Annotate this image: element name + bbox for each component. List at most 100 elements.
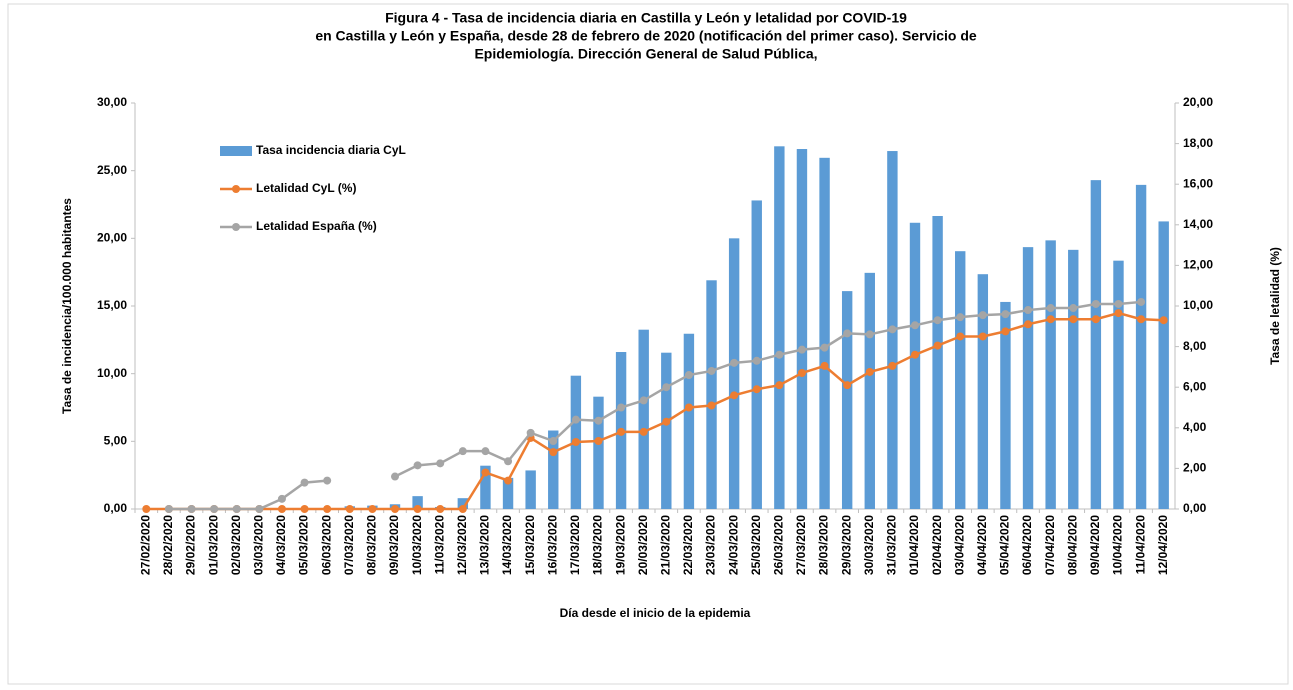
y2-tick-label: 8,00 — [1183, 339, 1207, 353]
x-tick-label: 25/03/2020 — [749, 515, 763, 575]
line-marker — [1091, 315, 1100, 324]
line-marker — [1024, 306, 1033, 315]
x-tick-label: 20/03/2020 — [636, 515, 650, 575]
bar — [1022, 247, 1034, 509]
bar — [864, 272, 875, 509]
line-marker — [549, 436, 558, 445]
line-marker — [797, 368, 806, 377]
y2-tick-label: 2,00 — [1183, 461, 1207, 475]
line-marker — [820, 343, 829, 352]
legend-swatch — [232, 223, 240, 231]
x-tick-label: 02/03/2020 — [229, 515, 243, 575]
line-marker — [865, 330, 874, 339]
line-marker — [413, 505, 422, 513]
x-tick-label: 27/03/2020 — [794, 515, 808, 575]
line-marker — [436, 459, 445, 468]
x-tick-label: 10/04/2020 — [1111, 515, 1125, 575]
line-marker — [1046, 304, 1055, 313]
bar — [977, 274, 989, 509]
line-marker — [526, 428, 535, 437]
line-marker — [458, 447, 467, 456]
line-marker — [187, 505, 196, 513]
line-marker — [843, 329, 852, 338]
x-tick-label: 29/02/2020 — [184, 515, 198, 575]
line-marker — [978, 332, 987, 341]
line-marker — [933, 316, 942, 325]
legend-label: Tasa incidencia diaria CyL — [256, 143, 406, 157]
bar — [1135, 184, 1147, 510]
x-tick-label: 12/04/2020 — [1156, 515, 1170, 575]
x-tick-label: 22/03/2020 — [681, 515, 695, 575]
bar — [841, 291, 853, 509]
legend-label: Letalidad España (%) — [256, 219, 377, 233]
line-marker — [707, 401, 716, 410]
x-tick-label: 09/04/2020 — [1088, 515, 1102, 575]
x-tick-label: 03/03/2020 — [252, 515, 266, 575]
line-marker — [1001, 310, 1010, 319]
line-marker — [662, 383, 671, 392]
bar — [638, 329, 649, 509]
line-marker — [210, 505, 219, 513]
bar — [548, 430, 559, 509]
line-marker — [1046, 315, 1055, 324]
line-marker — [391, 472, 399, 481]
x-tick-label: 30/03/2020 — [862, 515, 876, 575]
line-marker — [707, 366, 716, 375]
x-tick-label: 06/03/2020 — [319, 515, 333, 575]
line-marker — [662, 417, 671, 426]
chart-title: en Castilla y León y España, desde 28 de… — [315, 28, 977, 44]
y-tick-label: 20,00 — [97, 231, 127, 245]
line-marker — [911, 321, 919, 330]
line-marker — [730, 358, 739, 367]
legend-label: Letalidad CyL (%) — [256, 181, 356, 195]
y-tick-label: 25,00 — [97, 163, 127, 177]
y-tick-label: 0,00 — [104, 501, 128, 515]
bar — [909, 222, 921, 509]
y2-tick-label: 0,00 — [1183, 501, 1207, 515]
line-marker — [571, 438, 580, 447]
x-tick-label: 23/03/2020 — [704, 515, 718, 575]
line-marker — [323, 505, 332, 513]
line-marker — [639, 427, 648, 436]
x-tick-label: 16/03/2020 — [545, 515, 559, 575]
bar — [593, 396, 604, 509]
line-marker — [504, 476, 513, 485]
line-marker — [277, 505, 286, 513]
line-marker — [594, 416, 603, 425]
x-tick-label: 18/03/2020 — [591, 515, 605, 575]
y2-tick-label: 4,00 — [1183, 420, 1207, 434]
x-tick-label: 13/03/2020 — [478, 515, 492, 575]
line — [146, 311, 1164, 511]
x-tick-label: 11/04/2020 — [1133, 515, 1147, 575]
line-marker — [617, 403, 626, 412]
line-marker — [1069, 315, 1078, 324]
line-marker — [277, 494, 286, 503]
line-marker — [391, 505, 399, 513]
line-marker — [933, 341, 942, 350]
y2-axis-label: Tasa de letalidad (%) — [1268, 247, 1282, 365]
x-tick-label: 05/04/2020 — [998, 515, 1012, 575]
line-marker — [888, 325, 897, 334]
line-marker — [617, 427, 626, 436]
bar — [1068, 249, 1079, 509]
line-marker — [504, 457, 513, 466]
y2-tick-label: 14,00 — [1183, 217, 1213, 231]
line-marker — [1114, 309, 1123, 318]
x-tick-label: 10/03/2020 — [410, 515, 424, 575]
legend-swatch — [220, 146, 252, 156]
bar — [1045, 240, 1056, 509]
line-marker — [639, 396, 648, 405]
x-tick-label: 15/03/2020 — [523, 515, 537, 575]
y2-tick-label: 18,00 — [1183, 136, 1213, 150]
y-tick-label: 5,00 — [104, 434, 128, 448]
line-marker — [1001, 327, 1010, 336]
line-marker — [1091, 299, 1100, 308]
x-tick-label: 26/03/2020 — [772, 515, 786, 575]
line-marker — [164, 505, 173, 513]
line-marker — [549, 448, 558, 457]
line-marker — [571, 415, 580, 424]
bar — [751, 200, 762, 509]
line-marker — [775, 381, 784, 390]
x-tick-label: 06/04/2020 — [1020, 515, 1034, 575]
line-marker — [413, 461, 422, 470]
